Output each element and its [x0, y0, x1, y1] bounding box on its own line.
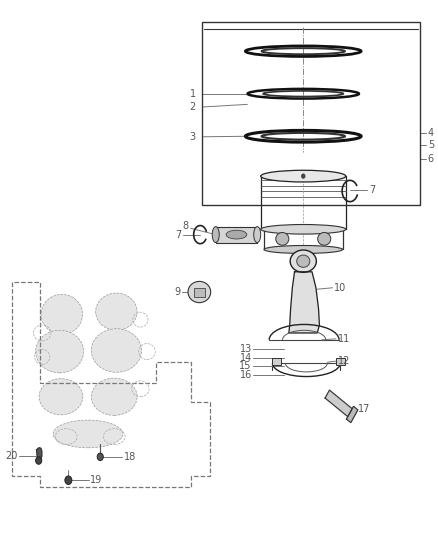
Text: 11: 11	[338, 334, 350, 344]
Ellipse shape	[41, 294, 82, 334]
Ellipse shape	[261, 224, 346, 234]
Text: 20: 20	[5, 451, 17, 461]
Text: 16: 16	[240, 370, 252, 381]
Ellipse shape	[318, 232, 331, 245]
Bar	[194, 288, 205, 297]
Polygon shape	[289, 272, 319, 333]
Text: 8: 8	[182, 221, 188, 231]
Ellipse shape	[276, 232, 289, 245]
Text: 15: 15	[240, 361, 252, 372]
Text: 6: 6	[427, 154, 434, 164]
Bar	[201, 22, 420, 205]
Text: 10: 10	[334, 283, 346, 293]
Ellipse shape	[35, 330, 84, 373]
Text: 5: 5	[427, 140, 434, 150]
Text: 2: 2	[190, 102, 196, 112]
Bar	[272, 358, 281, 366]
Text: 19: 19	[90, 475, 102, 485]
Circle shape	[97, 453, 103, 461]
Ellipse shape	[212, 227, 219, 243]
Ellipse shape	[91, 329, 141, 372]
Ellipse shape	[297, 255, 310, 268]
Polygon shape	[36, 448, 42, 459]
Text: 7: 7	[176, 230, 182, 240]
Text: 18: 18	[124, 452, 136, 462]
Ellipse shape	[290, 250, 316, 272]
Text: 17: 17	[358, 404, 370, 414]
Bar	[216, 227, 257, 243]
Ellipse shape	[226, 230, 247, 239]
Ellipse shape	[95, 293, 137, 330]
Text: 14: 14	[240, 353, 252, 363]
Circle shape	[301, 173, 305, 179]
Ellipse shape	[91, 378, 137, 415]
Ellipse shape	[261, 170, 346, 182]
Text: 4: 4	[427, 127, 434, 138]
Text: 9: 9	[174, 287, 180, 297]
Ellipse shape	[39, 378, 83, 415]
Polygon shape	[325, 390, 352, 417]
Ellipse shape	[188, 281, 211, 303]
Text: 13: 13	[240, 344, 252, 354]
Text: 12: 12	[338, 356, 350, 366]
Ellipse shape	[264, 246, 343, 254]
Circle shape	[35, 457, 42, 464]
Bar	[336, 358, 345, 366]
Text: 3: 3	[190, 132, 196, 142]
Text: 1: 1	[190, 88, 196, 99]
Text: 7: 7	[369, 185, 375, 195]
Circle shape	[65, 476, 72, 484]
Ellipse shape	[53, 420, 123, 448]
Polygon shape	[346, 406, 358, 423]
Ellipse shape	[254, 227, 261, 243]
